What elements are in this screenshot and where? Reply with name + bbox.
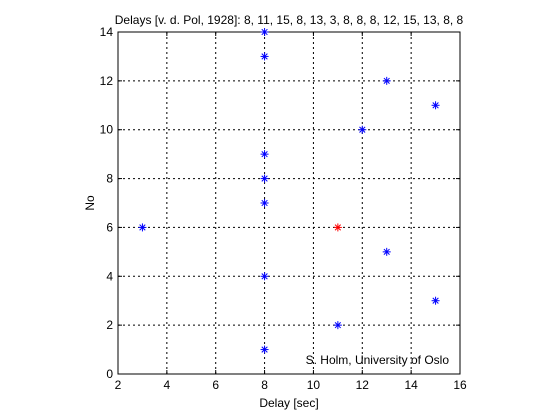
plot-area (118, 32, 460, 374)
data-points (138, 28, 440, 354)
x-tick-label: 14 (404, 378, 418, 392)
x-tick-label: 12 (356, 378, 370, 392)
data-point (333, 223, 342, 232)
x-tick-label: 6 (212, 378, 219, 392)
data-point (333, 321, 342, 330)
x-tick-label: 16 (453, 378, 467, 392)
y-tick-label: 12 (100, 74, 114, 88)
data-point (260, 345, 269, 354)
x-tick-label: 8 (261, 378, 268, 392)
y-tick-label: 14 (100, 25, 114, 39)
x-tick-label: 10 (307, 378, 321, 392)
data-point (382, 76, 391, 85)
data-point (138, 223, 147, 232)
data-point (260, 52, 269, 61)
y-tick-label: 6 (106, 220, 113, 234)
y-axis-label: No (83, 195, 97, 211)
y-tick-label: 0 (106, 367, 113, 381)
data-point (431, 296, 440, 305)
chart-title: Delays [v. d. Pol, 1928]: 8, 11, 15, 8, … (115, 13, 464, 27)
y-tick-label: 4 (106, 269, 113, 283)
data-point (431, 101, 440, 110)
data-point (260, 150, 269, 159)
data-point (260, 199, 269, 207)
data-point (358, 125, 367, 134)
data-point (382, 247, 391, 256)
y-tick-label: 10 (100, 123, 114, 137)
plot-frame (117, 31, 461, 375)
chart-annotation: S. Holm, University of Oslo (306, 353, 450, 367)
x-tick-label: 4 (164, 378, 171, 392)
data-point (260, 28, 269, 36)
data-point (260, 272, 269, 281)
y-tick-label: 8 (106, 172, 113, 186)
x-tick-label: 2 (115, 378, 122, 392)
y-tick-label: 2 (106, 318, 113, 332)
data-point (260, 174, 269, 183)
x-axis-label: Delay [sec] (259, 396, 318, 410)
